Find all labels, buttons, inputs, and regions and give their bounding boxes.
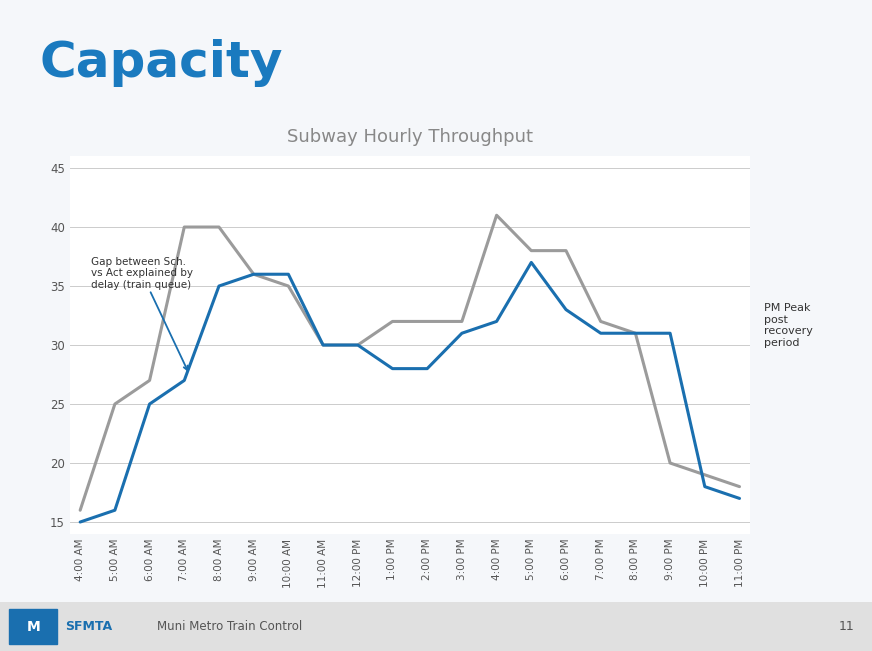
Text: M: M [26,620,40,633]
Text: 11: 11 [839,620,855,633]
Text: SFMTA: SFMTA [65,620,112,633]
Text: Muni Metro Train Control: Muni Metro Train Control [157,620,303,633]
Text: Gap between Sch.
vs Act explained by
delay (train queue): Gap between Sch. vs Act explained by del… [91,256,193,370]
Text: Capacity: Capacity [39,39,283,87]
Text: PM Peak
post
recovery
period: PM Peak post recovery period [764,303,813,348]
Bar [9,609,57,644]
Title: Subway Hourly Throughput: Subway Hourly Throughput [287,128,533,146]
